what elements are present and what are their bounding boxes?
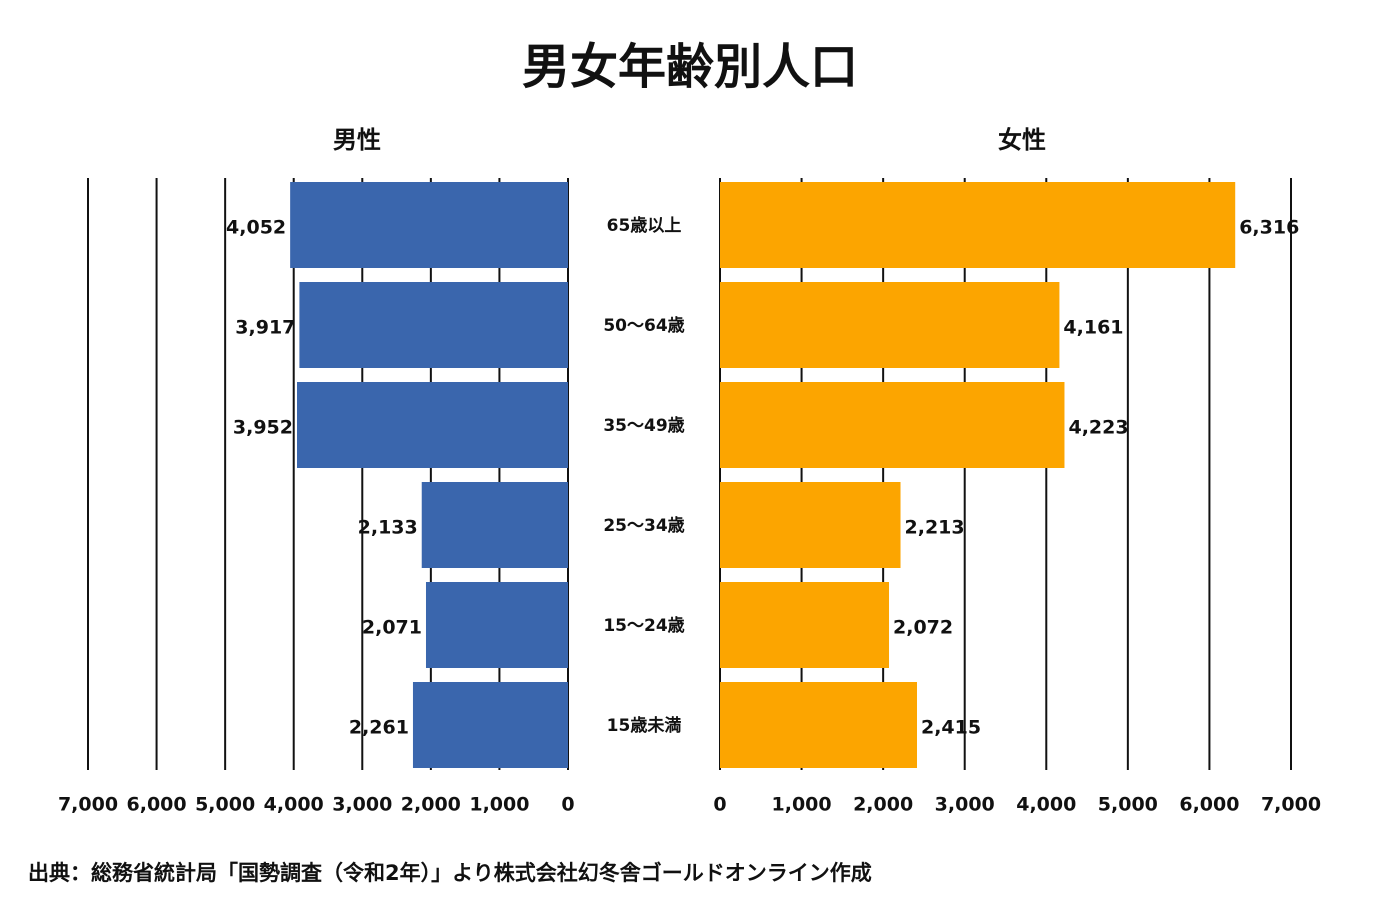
- value-label: 4,223: [1068, 417, 1128, 439]
- bar: [297, 382, 568, 468]
- bar: [720, 282, 1060, 368]
- x-tick-label: 5,000: [1098, 794, 1158, 816]
- value-label: 4,052: [226, 217, 286, 239]
- x-tick-label: 7,000: [1261, 794, 1321, 816]
- bar: [720, 382, 1065, 468]
- bar: [299, 282, 568, 368]
- category-label: 15歳未満: [607, 715, 682, 736]
- x-tick-label: 0: [713, 794, 726, 816]
- category-label: 65歳以上: [607, 215, 682, 236]
- x-tick-label: 6,000: [127, 794, 187, 816]
- x-tick-label: 0: [561, 794, 574, 816]
- x-tick-label: 4,000: [1016, 794, 1076, 816]
- x-tick-label: 5,000: [195, 794, 255, 816]
- value-label: 2,213: [905, 517, 965, 539]
- x-tick-label: 7,000: [58, 794, 118, 816]
- x-tick-label: 3,000: [935, 794, 995, 816]
- x-tick-label: 6,000: [1179, 794, 1239, 816]
- value-label: 2,415: [921, 717, 981, 739]
- x-tick-label: 2,000: [401, 794, 461, 816]
- value-label: 3,917: [235, 317, 295, 339]
- source-note: 出典：総務省統計局「国勢調査（令和2年）」より株式会社幻冬舎ゴールドオンライン作…: [28, 861, 872, 885]
- x-tick-label: 1,000: [772, 794, 832, 816]
- bar: [421, 482, 568, 568]
- bar: [720, 682, 917, 768]
- category-label: 50〜64歳: [603, 315, 684, 336]
- panel-label: 女性: [998, 126, 1046, 154]
- value-label: 2,133: [358, 517, 418, 539]
- value-label: 2,261: [349, 717, 409, 739]
- value-label: 4,161: [1063, 317, 1123, 339]
- category-label: 35〜49歳: [603, 415, 684, 436]
- x-tick-label: 2,000: [853, 794, 913, 816]
- bar: [412, 682, 568, 768]
- bar: [720, 482, 901, 568]
- category-label: 25〜34歳: [603, 515, 684, 536]
- bar: [425, 582, 568, 668]
- chart-title: 男女年齢別人口: [522, 39, 858, 95]
- value-label: 2,072: [893, 617, 953, 639]
- x-tick-label: 3,000: [332, 794, 392, 816]
- panel-label: 男性: [333, 126, 381, 154]
- value-label: 6,316: [1239, 217, 1299, 239]
- bar: [290, 182, 568, 268]
- bar: [720, 182, 1236, 268]
- x-tick-label: 1,000: [469, 794, 529, 816]
- category-label: 15〜24歳: [603, 615, 684, 636]
- x-tick-label: 4,000: [264, 794, 324, 816]
- value-label: 3,952: [233, 417, 293, 439]
- bar: [720, 582, 890, 668]
- value-label: 2,071: [362, 617, 422, 639]
